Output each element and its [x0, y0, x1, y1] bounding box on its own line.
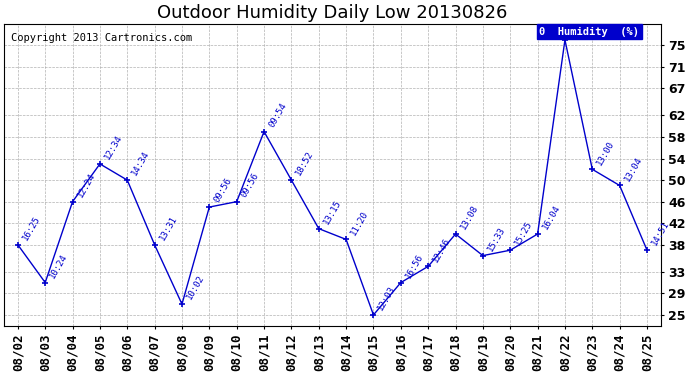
- Text: 0: 0: [568, 28, 578, 37]
- Text: 12:24: 12:24: [75, 171, 97, 199]
- Text: 18:52: 18:52: [294, 150, 315, 177]
- Text: 14:51: 14:51: [650, 220, 671, 248]
- Text: 15:33: 15:33: [486, 225, 507, 253]
- Text: 12:03: 12:03: [376, 284, 397, 312]
- Text: 10:24: 10:24: [48, 252, 69, 280]
- Text: 11:20: 11:20: [349, 209, 370, 237]
- Text: 09:56: 09:56: [239, 171, 261, 199]
- Text: 09:54: 09:54: [267, 101, 288, 129]
- Text: 14:34: 14:34: [130, 150, 151, 177]
- Text: 15:25: 15:25: [513, 220, 534, 248]
- Text: 13:04: 13:04: [622, 155, 644, 183]
- Text: Copyright 2013 Cartronics.com: Copyright 2013 Cartronics.com: [11, 33, 192, 43]
- Text: 13:08: 13:08: [458, 204, 480, 231]
- Text: 10:02: 10:02: [185, 274, 206, 302]
- Text: 16:04: 16:04: [540, 204, 562, 231]
- Text: 09:56: 09:56: [212, 177, 233, 204]
- Text: 12:46: 12:46: [431, 236, 452, 264]
- Text: 12:34: 12:34: [103, 134, 124, 161]
- Text: 0  Humidity  (%): 0 Humidity (%): [540, 27, 639, 37]
- Title: Outdoor Humidity Daily Low 20130826: Outdoor Humidity Daily Low 20130826: [157, 4, 508, 22]
- Text: 16:25: 16:25: [21, 214, 42, 242]
- Text: 13:15: 13:15: [322, 198, 343, 226]
- Text: 13:00: 13:00: [595, 139, 616, 166]
- Text: 13:31: 13:31: [157, 214, 179, 242]
- Text: 16:56: 16:56: [404, 252, 425, 280]
